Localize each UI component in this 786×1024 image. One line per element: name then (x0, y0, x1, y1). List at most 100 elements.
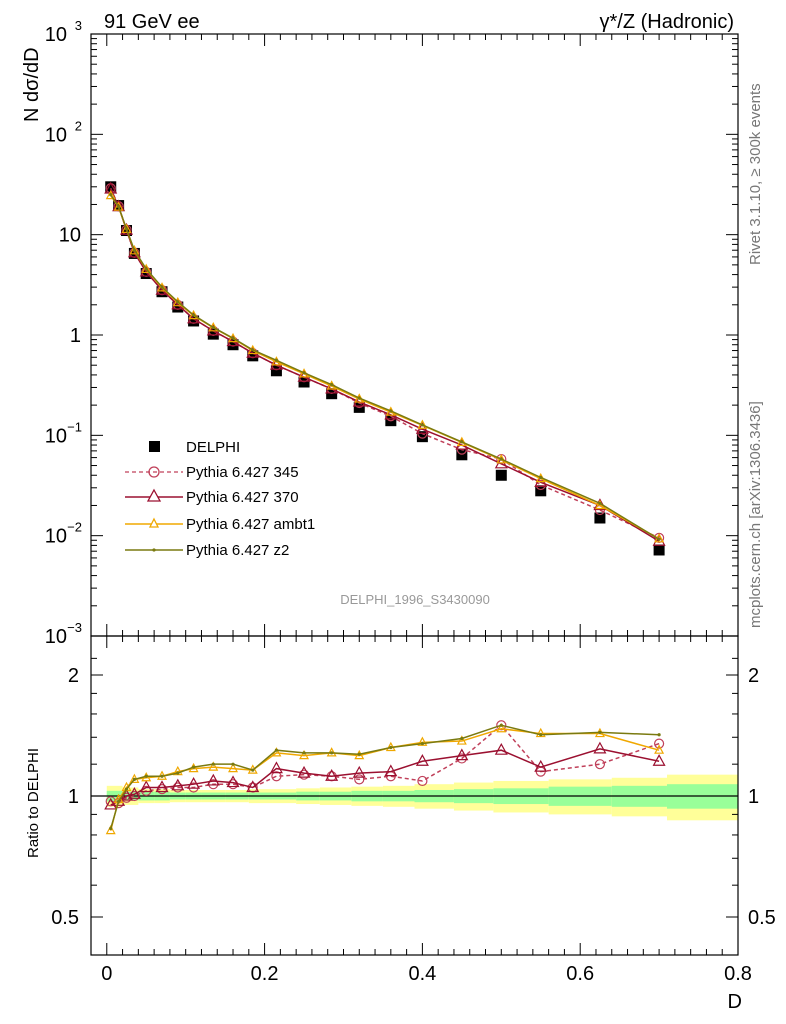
top-point-z2 (132, 248, 136, 252)
legend: DELPHI Pythia 6.427 345 Pythia 6.427 370… (125, 439, 315, 559)
top-point-ambt1 (121, 223, 132, 233)
xtick-label: 0.4 (408, 963, 436, 985)
top-point-z2 (251, 348, 255, 352)
top-point-delphi (227, 339, 239, 351)
top-point-delphi (594, 512, 606, 524)
top-point-ambt1 (105, 189, 116, 200)
legend-label-z2: Pythia 6.427 z2 (186, 542, 289, 559)
ratio-line-z2 (110, 724, 660, 829)
ratio-point-z2 (274, 748, 279, 752)
top-point-ambt1 (188, 309, 199, 320)
top-point-delphi (456, 449, 468, 461)
ratio-point-z2 (231, 762, 235, 766)
top-ytick-label: 10 (59, 225, 81, 247)
ratio-point-ambt1 (417, 736, 428, 746)
legend-label-p345: Pythia 6.427 345 (186, 464, 299, 481)
ratio-series-group (104, 720, 666, 835)
ratio-point-z2 (657, 733, 661, 737)
top-ylabel: N dσ/dD (21, 47, 43, 122)
energy-label: 91 GeV ee (104, 11, 200, 33)
ratio-point-p370 (127, 787, 141, 799)
top-point-z2 (499, 457, 503, 461)
ratio-point-p345 (354, 774, 365, 785)
top-point-z2 (598, 501, 602, 505)
ratio-ytick-label: 2 (68, 665, 79, 687)
ratio-point-z2 (176, 771, 180, 775)
top-point-ambt1 (247, 344, 258, 355)
rivet-version-label: Rivet 3.1.10, ≥ 300k events (747, 83, 764, 265)
top-point-delphi (172, 301, 184, 313)
ratio-point-z2 (499, 723, 503, 727)
ratio-point-z2 (132, 777, 136, 781)
ratio-point-z2 (211, 762, 215, 766)
legend-item-p370: Pythia 6.427 370 (125, 488, 299, 506)
top-point-z2 (302, 371, 306, 375)
legend-label-delphi: DELPHI (186, 439, 240, 456)
xtick-label: 0.2 (251, 963, 279, 985)
ratio-point-p370 (384, 764, 398, 777)
ratio-point-z2 (302, 751, 306, 755)
ratio-point-ambt1 (535, 727, 546, 738)
ratio-point-z2 (420, 742, 424, 746)
ratio-point-p370 (246, 780, 260, 793)
top-ytick-exponent: −2 (67, 520, 82, 535)
legend-label-p370: Pythia 6.427 370 (186, 489, 299, 506)
ratio-point-ambt1 (228, 762, 239, 773)
top-ytick-exponent: −3 (67, 620, 82, 635)
ratio-point-z2 (460, 736, 464, 741)
top-point-z2 (657, 537, 661, 541)
ratio-ytick-label-right: 1 (748, 786, 759, 808)
top-ytick-exponent: −1 (67, 419, 82, 434)
ratio-ytick-label-right: 0.5 (748, 907, 776, 929)
top-point-z2 (460, 440, 464, 444)
top-point-z2 (539, 475, 543, 480)
top-point-z2 (330, 383, 334, 387)
top-point-z2 (357, 396, 361, 400)
ratio-point-z2 (109, 826, 113, 831)
ratio-point-p370 (269, 761, 283, 774)
ratio-point-z2 (539, 733, 543, 737)
top-point-ambt1 (157, 282, 168, 292)
top-point-delphi (535, 485, 547, 497)
legend-label-ambt1: Pythia 6.427 ambt1 (186, 516, 315, 533)
top-ytick-exponent: 2 (75, 118, 82, 133)
analysis-label: DELPHI_1996_S3430090 (340, 592, 490, 607)
top-ytick-label: 10 (45, 526, 67, 548)
ratio-point-ambt1 (654, 744, 665, 754)
top-point-z2 (124, 227, 129, 231)
ratio-point-p370 (119, 788, 134, 801)
top-point-p370 (297, 369, 311, 382)
ratio-point-p345 (653, 738, 665, 749)
top-line-p370 (110, 188, 660, 542)
top-point-z2 (420, 423, 424, 427)
ratio-point-ambt1 (299, 749, 310, 760)
top-point-z2 (211, 325, 215, 330)
top-series-group (104, 181, 666, 556)
ratio-point-p370 (415, 754, 429, 766)
ratio-point-p370 (206, 773, 220, 786)
ratio-point-p345 (496, 720, 507, 731)
ratio-point-z2 (389, 745, 393, 750)
ratio-point-p370 (534, 759, 548, 772)
ratio-point-z2 (191, 765, 196, 769)
top-point-delphi (416, 431, 428, 443)
top-point-delphi (653, 544, 665, 556)
top-line-p345 (110, 187, 660, 539)
top-point-p370 (269, 357, 283, 370)
top-point-z2 (389, 409, 393, 413)
xtick-label: 0.8 (724, 963, 752, 985)
top-point-delphi (188, 315, 200, 327)
top-point-z2 (160, 285, 164, 289)
ratio-point-p370 (325, 768, 339, 781)
top-point-delphi (156, 286, 168, 298)
ratio-point-z2 (330, 751, 334, 755)
top-point-z2 (109, 193, 113, 197)
top-point-delphi (495, 469, 507, 481)
ratio-point-z2 (124, 787, 129, 791)
bottom-ylabel: Ratio to DELPHI (25, 748, 42, 858)
top-point-ambt1 (113, 201, 124, 211)
ratio-point-p345 (271, 771, 282, 782)
uncertainty-bands (91, 774, 738, 821)
